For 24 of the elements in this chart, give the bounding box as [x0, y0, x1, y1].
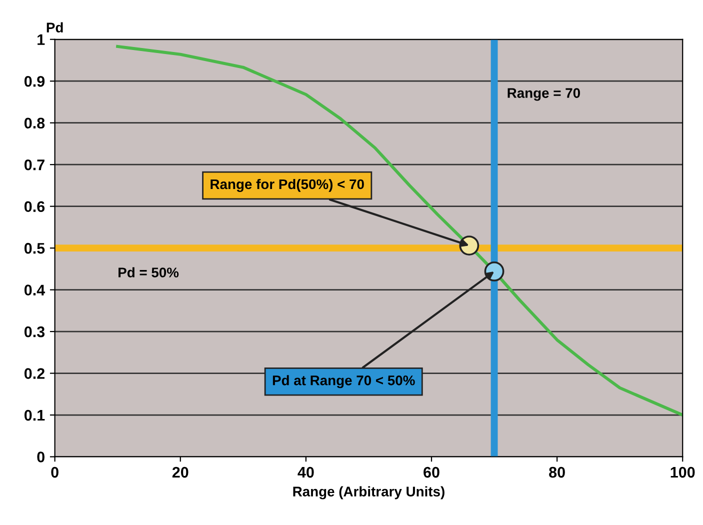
annotation: Range for Pd(50%) < 70 — [210, 178, 364, 192]
y-tick-label: 0 — [37, 452, 44, 462]
y-tick-label: 0.1 — [24, 410, 45, 421]
line-series — [116, 44, 683, 417]
y-tick-label: 0.8 — [24, 118, 45, 129]
y-axis-title: Pd — [46, 22, 63, 32]
x-tick-label: 40 — [298, 466, 314, 478]
x-tick-label: 20 — [172, 466, 188, 478]
y-tick-label: 0.7 — [24, 159, 44, 170]
x-tick-label: 0 — [51, 466, 58, 478]
y-tick-label: 1 — [38, 34, 45, 45]
x-axis-title: Range (Arbitrary Units) — [293, 486, 444, 500]
annotation: Pd at Range 70 < 50% — [272, 375, 415, 388]
x-tick-label: 100 — [670, 466, 695, 478]
ref-line-label: Range = 70 — [508, 88, 580, 101]
x-tick-label: 80 — [549, 466, 565, 478]
y-tick-label: 0.2 — [24, 368, 44, 379]
y-tick-label: 0.4 — [24, 284, 46, 296]
ref-line-label: Pd = 50% — [118, 267, 179, 278]
y-tick-label: 0.5 — [24, 242, 45, 254]
y-tick-label: 0.6 — [24, 201, 45, 212]
y-tick-label: 0.3 — [24, 326, 45, 338]
x-tick-label: 60 — [424, 466, 440, 478]
y-tick-label: 0.9 — [24, 76, 45, 87]
